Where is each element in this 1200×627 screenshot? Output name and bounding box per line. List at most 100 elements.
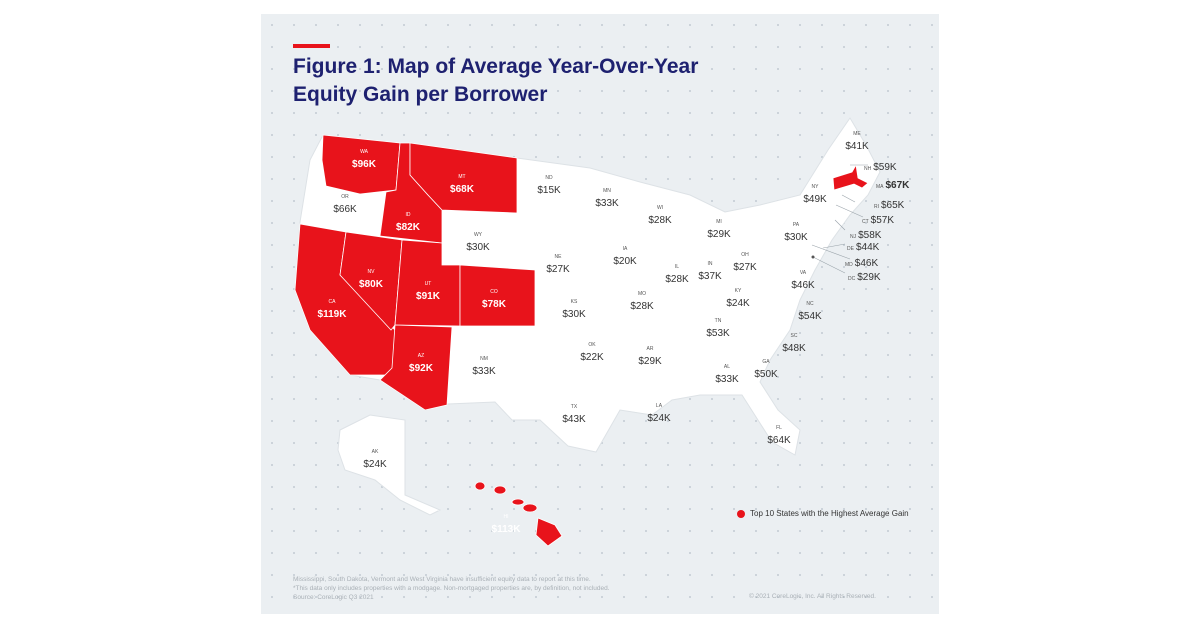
state-value: $27K [546,264,570,275]
state-value: $91K [416,291,440,302]
note-line: *This data only includes properties with… [293,585,610,592]
state-value: $80K [359,279,383,290]
state-code: DC [848,276,856,282]
state-code: ND [545,175,553,181]
state-value: $30K [784,232,808,243]
state-code: IL [674,264,680,270]
state-code: VA [799,270,807,276]
state-label-mo: MO $28K [630,292,653,313]
callout-label-ri: RI $65K [874,196,904,212]
state-label-wa: WA $96K [352,150,376,171]
state-code: NC [806,301,814,307]
state-label-wy: WY $30K [466,233,489,254]
state-label-nd: ND $15K [537,176,560,197]
callout-lines [811,164,868,274]
state-value: $68K [450,184,474,195]
state-value: $49K [803,194,827,205]
figure-title: Figure 1: Map of Average Year-Over-Year … [293,55,699,106]
state-label-ok: OK $22K [580,343,603,364]
state-value: $30K [466,242,490,253]
state-label-ga: GA $50K [754,360,777,381]
state-code: UT [424,281,432,287]
state-value: $29K [857,272,881,283]
note-line: Source: CoreLogic Q3 2021 [293,594,374,601]
state-shape-az [379,324,453,411]
state-code: ME [853,131,861,137]
state-shape-mt [409,142,518,214]
callout-label-md: MD $46K [845,254,878,270]
state-code: AZ [417,353,425,359]
state-value: $29K [638,356,662,367]
state-value: $113K [491,524,521,535]
state-value: $119K [317,309,347,320]
state-code: SC [790,333,798,339]
copyright: © 2021 CoreLogic, Inc. All Rights Reserv… [749,593,876,600]
callout-label-de: DE $44K [847,238,879,254]
state-code: ID [405,212,411,218]
state-code: MN [603,188,611,194]
state-code: KS [570,299,578,305]
callout-label-ct: CT $57K [862,211,894,227]
state-code: MT [458,174,466,180]
state-value: $33K [595,198,619,209]
state-label-or: OR $66K [333,195,356,216]
state-code: PA [792,222,800,228]
state-code: NM [480,356,488,362]
state-label-ne: NE $27K [546,255,569,276]
state-code: IN [707,261,713,267]
state-label-mn: MN $33K [595,189,618,210]
callout-label-dc: DC $29K [848,268,881,284]
state-code: NJ [850,234,857,240]
state-label-la: LA $24K [647,404,670,425]
state-value: $41K [845,141,869,152]
state-code: IA [622,246,628,252]
callout-label-nh: NH $59K [864,158,897,174]
note-line: Mississippi, South Dakota, Vermont and W… [293,576,591,583]
state-code: AL [723,364,731,370]
state-code: DE [847,246,854,252]
state-shape-ak [337,414,442,516]
state-code: CT [862,219,869,225]
state-value: $15K [537,185,561,196]
state-code: HI [503,514,509,520]
state-label-va: VA $46K [791,271,814,292]
state-shape-nv [339,231,403,331]
state-label-ak: AK $24K [363,450,386,471]
state-label-tx: TX $43K [562,405,585,426]
state-value: $33K [715,374,739,385]
state-code: NY [811,184,819,190]
legend: Top 10 States with the Highest Average G… [737,509,909,518]
state-value: $50K [754,369,778,380]
state-shape-ma [832,163,869,191]
state-label-il: IL $28K [665,265,688,286]
state-value: $22K [580,352,604,363]
state-code: MI [716,219,722,225]
state-code: GA [762,359,770,365]
state-label-ca: CA $119K [318,300,347,321]
state-label-az: AZ $92K [409,354,433,375]
state-value: $58K [858,230,882,241]
footnotes: Mississippi, South Dakota, Vermont and W… [293,575,610,602]
state-code: WA [360,149,368,155]
state-code: CA [328,299,336,305]
state-value: $33K [472,366,496,377]
state-value: $57K [870,215,895,226]
state-value: $30K [562,309,586,320]
state-label-mi: MI $29K [707,220,730,241]
state-label-nm: NM $33K [472,357,495,378]
state-label-pa: PA $30K [784,223,807,244]
state-value: $48K [782,343,806,354]
state-value: $44K [855,242,880,253]
state-value: $65K [881,200,905,211]
state-label-nv: NV $80K [359,270,383,291]
state-value: $20K [613,256,637,267]
state-label-tn: TN $53K [706,319,729,340]
state-code: WI [656,205,664,211]
state-label-oh: OH $27K [733,253,756,274]
state-code: AK [371,449,379,455]
legend-label: Top 10 States with the Highest Average G… [750,509,909,518]
state-label-ny: NY $49K [803,185,826,206]
callout-label-ma: MA $67K [876,176,909,192]
state-value: $54K [798,311,822,322]
